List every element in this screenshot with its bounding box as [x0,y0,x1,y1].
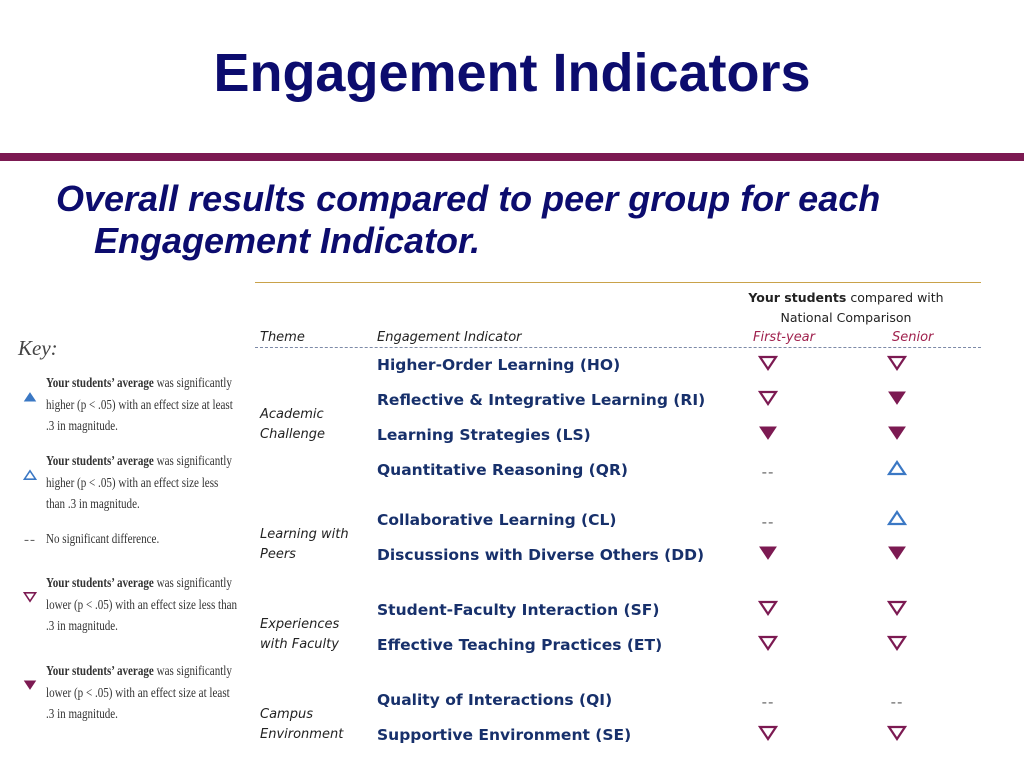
first-year-open-down-triangle-icon [748,725,788,749]
key-item-lead: Your students’ average [46,375,154,390]
theme-column-header: Theme [260,330,305,345]
senior-column-header: Senior [892,330,934,345]
table-top-rule [255,282,981,283]
key-item-text: No significant difference. [46,528,240,550]
theme-label: Experiences with Faculty [260,616,340,652]
first-year-no-difference-dash-icon: -- [761,693,775,711]
indicator-column-header: Engagement Indicator [377,330,522,345]
first-year-open-down-triangle-icon [748,600,788,624]
key-item-text: Your students’ average was significantly… [46,450,240,515]
senior-open-down-triangle-icon [877,725,917,749]
filled-down-triangle-icon [20,678,40,697]
comparison-header: Your students compared with National Com… [733,288,959,328]
key-item-lead: Your students’ average [46,575,154,590]
slide-title: Engagement Indicators [213,43,811,103]
indicator-label: Reflective & Integrative Learning (RI) [377,391,706,409]
first-year-no-difference-dash-icon: -- [761,463,775,481]
indicator-label: Quantitative Reasoning (QR) [377,461,628,479]
key-item-description: was significantly lower (p < .05) with a… [46,575,238,633]
key-item-description: was significantly higher (p < .05) with … [46,375,233,433]
senior-open-up-triangle-icon [877,510,917,534]
indicator-label: Discussions with Diverse Others (DD) [377,546,705,564]
first-year-column-header: First-year [753,330,815,345]
open-down-triangle-icon [20,590,40,609]
senior-filled-down-triangle-icon [877,545,917,569]
indicator-label: Effective Teaching Practices (ET) [377,636,663,654]
theme-label: Learning with Peers [260,526,349,562]
engagement-table: Your students compared with National Com… [255,280,983,768]
indicator-label: Supportive Environment (SE) [377,726,632,744]
theme-label: Academic Challenge [260,406,325,442]
header-rule [255,347,981,348]
first-year-no-difference-dash-icon: -- [761,513,775,531]
key-item-text: Your students’ average was significantly… [46,572,240,637]
indicator-label: Learning Strategies (LS) [377,426,591,444]
key-item-lead: Your students’ average [46,453,154,468]
key-item-description: was significantly higher (p < .05) with … [46,453,232,511]
filled-up-triangle-icon [20,390,40,409]
indicator-label: Student-Faculty Interaction (SF) [377,601,660,619]
key-item-description: was significantly lower (p < .05) with a… [46,663,232,721]
senior-open-down-triangle-icon [877,635,917,659]
first-year-filled-down-triangle-icon [748,425,788,449]
first-year-open-down-triangle-icon [748,355,788,379]
first-year-filled-down-triangle-icon [748,545,788,569]
open-up-triangle-icon [20,468,40,487]
key-item-text: Your students’ average was significantly… [46,372,240,437]
key-item-lead: Your students’ average [46,663,154,678]
slide-subtitle: Overall results compared to peer group f… [56,178,881,261]
key-item-description: No significant difference. [46,531,160,546]
key-item-text: Your students’ average was significantly… [46,660,240,725]
senior-open-down-triangle-icon [877,600,917,624]
title-divider [0,153,1024,161]
indicator-label: Quality of Interactions (QI) [377,691,613,709]
key-title: Key: [18,336,58,360]
no-difference-dash-icon: -- [24,532,36,548]
senior-filled-down-triangle-icon [877,390,917,414]
senior-open-down-triangle-icon [877,355,917,379]
first-year-open-down-triangle-icon [748,635,788,659]
indicator-label: Higher-Order Learning (HO) [377,356,621,374]
comparison-header-rest: compared with National Comparison [780,290,944,325]
senior-open-up-triangle-icon [877,460,917,484]
indicator-label: Collaborative Learning (CL) [377,511,617,529]
first-year-open-down-triangle-icon [748,390,788,414]
comparison-header-bold: Your students [748,290,847,305]
senior-filled-down-triangle-icon [877,425,917,449]
theme-label: Campus Environment [260,706,344,742]
senior-no-difference-dash-icon: -- [890,693,904,711]
